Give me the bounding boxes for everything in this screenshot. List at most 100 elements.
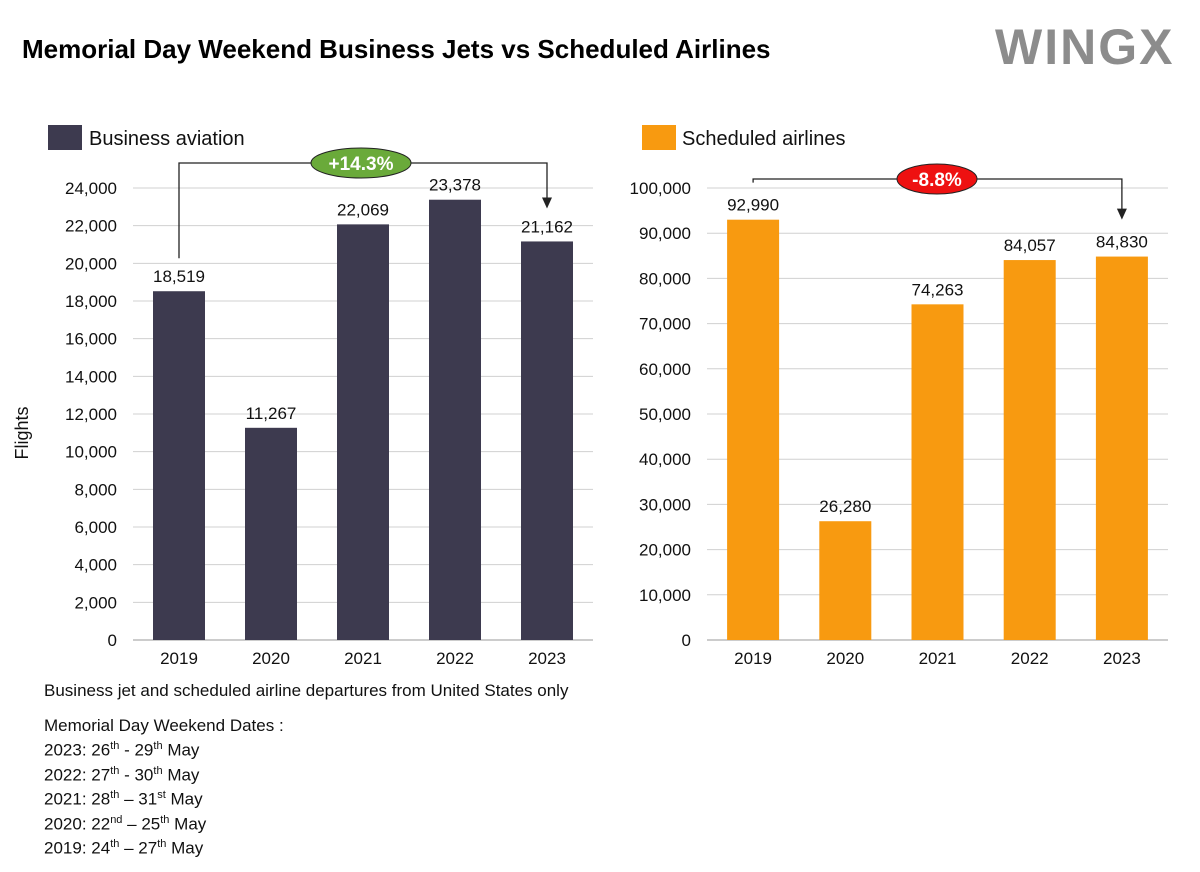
date-line: 2020: 22nd – 25th May: [44, 814, 206, 835]
date-line: 2019: 24th – 27th May: [44, 838, 203, 859]
y-tick-label: 40,000: [639, 450, 691, 469]
y-axis-title: Flights: [12, 406, 32, 459]
y-tick-label: 2,000: [74, 593, 117, 612]
data-label: 21,162: [521, 217, 573, 236]
change-bubble: [896, 163, 978, 195]
y-tick-label: 50,000: [639, 405, 691, 424]
y-tick-label: 30,000: [639, 495, 691, 514]
data-label: 23,378: [429, 176, 481, 195]
page-title: Memorial Day Weekend Business Jets vs Sc…: [22, 34, 771, 64]
y-tick-label: 24,000: [65, 179, 117, 198]
date-text: May: [162, 765, 200, 785]
bar: [521, 241, 573, 640]
date-text: 2021: 28: [44, 789, 111, 809]
bar: [911, 304, 964, 640]
date-text: - 29: [119, 740, 154, 760]
date-line: 2021: 28th – 31st May: [44, 789, 203, 810]
bar: [337, 224, 389, 640]
x-tick-label: 2020: [826, 649, 864, 668]
x-tick-label: 2022: [1011, 649, 1049, 668]
y-tick-label: 4,000: [74, 556, 117, 575]
date-suffix: th: [110, 740, 120, 752]
y-tick-label: 70,000: [639, 315, 691, 334]
date-text: May: [165, 789, 203, 809]
date-suffix: th: [157, 838, 167, 850]
change-arrowhead: [542, 197, 552, 209]
data-label: 22,069: [337, 200, 389, 219]
y-tick-label: 90,000: [639, 224, 691, 243]
change-bubble: [310, 147, 412, 179]
dates-heading: Memorial Day Weekend Dates :: [44, 716, 284, 735]
y-tick-label: 18,000: [65, 292, 117, 311]
y-tick-label: 60,000: [639, 360, 691, 379]
date-text: May: [162, 740, 200, 760]
x-tick-label: 2019: [734, 649, 772, 668]
date-text: 2020: 22: [44, 814, 111, 834]
data-label: 84,830: [1096, 233, 1148, 252]
y-tick-label: 80,000: [639, 269, 691, 288]
legend-label: Business aviation: [89, 128, 245, 150]
date-line: 2023: 26th - 29th May: [44, 740, 199, 761]
x-tick-label: 2019: [160, 649, 198, 668]
change-label: +14.3%: [329, 154, 394, 175]
date-suffix: th: [110, 838, 120, 850]
date-text: - 30: [119, 765, 154, 785]
date-suffix: th: [110, 789, 120, 801]
y-tick-label: 20,000: [65, 254, 117, 273]
x-tick-label: 2021: [344, 649, 382, 668]
bar: [819, 521, 872, 640]
date-suffix: th: [153, 740, 163, 752]
x-tick-label: 2022: [436, 649, 474, 668]
date-line: 2022: 27th - 30th May: [44, 765, 199, 786]
y-tick-label: 8,000: [74, 480, 117, 499]
source-note: Business jet and scheduled airline depar…: [44, 681, 569, 700]
legend-swatch: [642, 125, 676, 150]
data-label: 92,990: [727, 196, 779, 215]
bar: [727, 219, 780, 641]
x-tick-label: 2023: [1103, 649, 1141, 668]
y-tick-label: 12,000: [65, 405, 117, 424]
date-suffix: th: [153, 764, 163, 777]
date-suffix: nd: [110, 813, 123, 826]
data-label: 84,057: [1004, 236, 1056, 255]
bar: [1003, 260, 1056, 640]
y-tick-label: 14,000: [65, 367, 117, 386]
wingx-logo: WINGX: [995, 19, 1175, 75]
date-suffix: th: [160, 813, 170, 826]
y-tick-label: 6,000: [74, 518, 117, 537]
legend-swatch: [48, 125, 82, 150]
y-tick-label: 10,000: [65, 443, 117, 462]
y-tick-label: 100,000: [630, 179, 691, 198]
data-label: 26,280: [819, 497, 871, 516]
data-label: 18,519: [153, 267, 205, 286]
x-tick-label: 2023: [528, 649, 566, 668]
bar: [1095, 256, 1148, 640]
bar: [153, 291, 205, 640]
y-tick-label: 20,000: [639, 541, 691, 560]
date-suffix: st: [157, 789, 166, 801]
date-text: – 25: [122, 814, 161, 834]
date-text: 2023: 26: [44, 740, 111, 760]
change-label: -8.8%: [912, 170, 962, 191]
x-tick-label: 2020: [252, 649, 290, 668]
bar: [245, 427, 297, 640]
date-text: – 27: [119, 838, 158, 858]
y-tick-label: 10,000: [639, 586, 691, 605]
legend-label: Scheduled airlines: [682, 128, 845, 150]
y-tick-label: 0: [108, 631, 117, 650]
data-label: 74,263: [912, 280, 964, 299]
y-tick-label: 22,000: [65, 217, 117, 236]
bar: [429, 199, 481, 640]
y-tick-label: 16,000: [65, 330, 117, 349]
date-text: May: [169, 814, 207, 834]
y-tick-label: 0: [682, 631, 691, 650]
data-label: 11,267: [246, 404, 297, 423]
date-text: 2019: 24: [44, 838, 111, 858]
date-text: 2022: 27: [44, 765, 111, 785]
date-suffix: th: [110, 764, 120, 777]
date-text: May: [166, 838, 204, 858]
x-tick-label: 2021: [919, 649, 957, 668]
change-arrowhead: [1116, 208, 1127, 220]
date-text: – 31: [119, 789, 158, 809]
